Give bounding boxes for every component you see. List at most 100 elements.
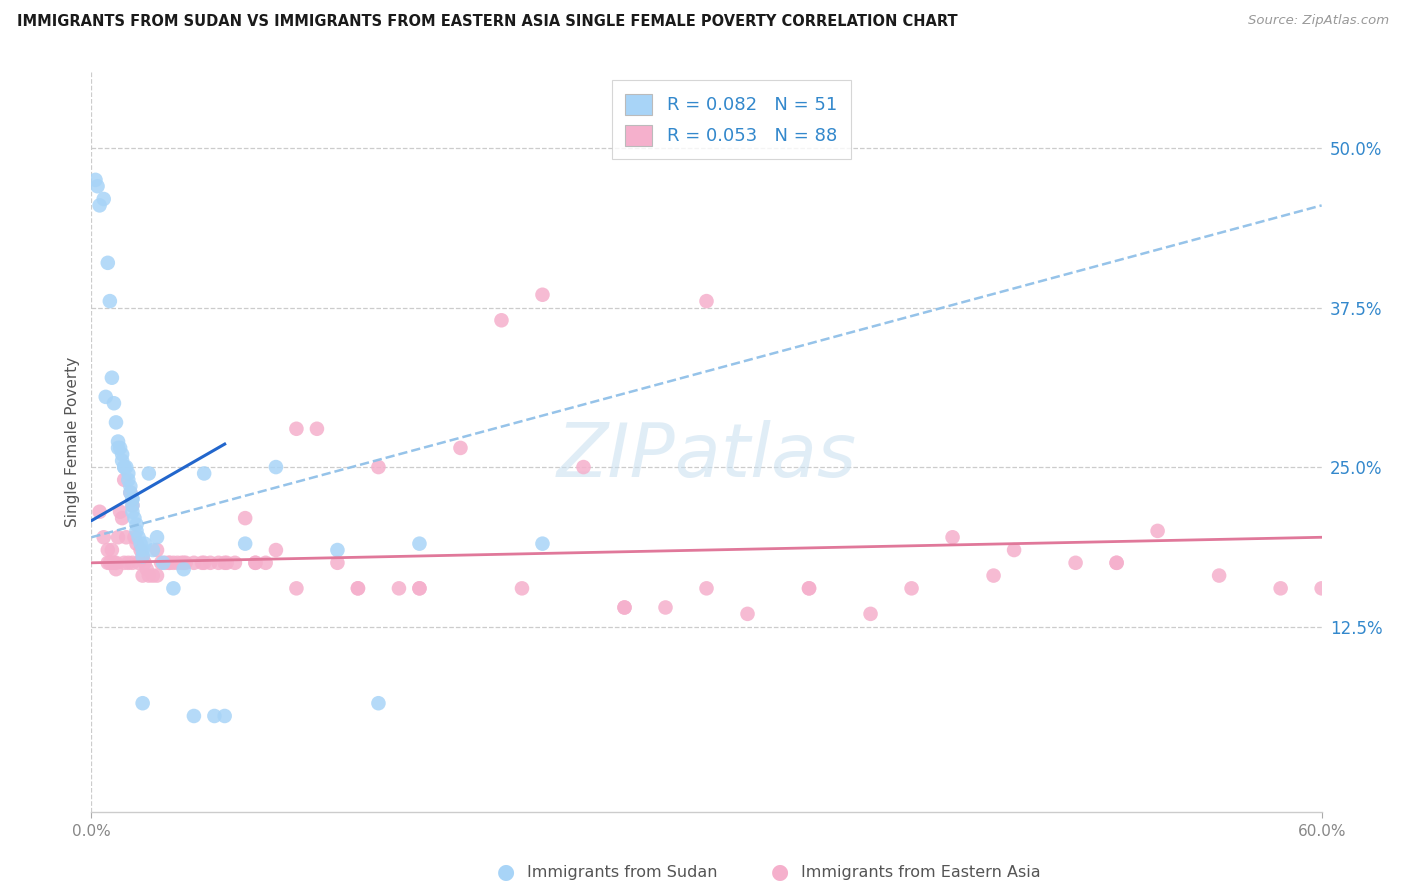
Point (93, 192, 115, 206)
Point (173, 556, 195, 570)
Point (111, 511, 134, 525)
Text: Source: ZipAtlas.com: Source: ZipAtlas.com (1249, 14, 1389, 28)
Point (131, 543, 153, 558)
Point (146, 568, 169, 582)
Point (695, 582, 717, 596)
Point (117, 467, 139, 481)
Point (121, 491, 143, 506)
Point (107, 434, 129, 449)
Point (112, 460, 135, 475)
Point (97, 256, 120, 270)
Point (105, 556, 127, 570)
Point (153, 556, 177, 570)
Point (84, 173, 107, 187)
Point (129, 536, 152, 550)
Point (112, 473, 135, 487)
Point (572, 460, 595, 475)
Point (183, 556, 205, 570)
Point (193, 467, 215, 481)
Point (131, 568, 153, 582)
Point (695, 294, 717, 309)
Point (134, 536, 156, 550)
Point (115, 530, 138, 544)
Point (146, 530, 169, 544)
Point (983, 568, 1005, 582)
Point (305, 422, 328, 436)
Point (162, 556, 184, 570)
Point (131, 549, 153, 564)
Point (1002, 543, 1025, 558)
Point (125, 524, 148, 538)
Y-axis label: Single Female Poverty: Single Female Poverty (65, 357, 80, 526)
Point (613, 600, 636, 615)
Text: ●: ● (498, 863, 515, 882)
Point (347, 582, 370, 596)
Point (1105, 556, 1128, 570)
Point (134, 556, 156, 570)
Point (124, 511, 146, 525)
Point (89, 198, 111, 212)
Point (120, 485, 142, 500)
Point (408, 582, 430, 596)
Point (1064, 556, 1087, 570)
Point (121, 499, 143, 513)
Point (170, 556, 193, 570)
Point (129, 543, 152, 558)
Point (245, 556, 267, 570)
Point (264, 460, 287, 475)
Point (107, 441, 129, 455)
Point (174, 556, 197, 570)
Point (112, 460, 135, 475)
Point (942, 530, 965, 544)
Point (138, 467, 160, 481)
Point (157, 556, 180, 570)
Point (105, 416, 127, 430)
Point (128, 556, 150, 570)
Point (326, 543, 349, 558)
Point (285, 582, 308, 596)
Point (510, 582, 533, 596)
Point (101, 370, 124, 384)
Point (191, 556, 214, 570)
Point (900, 582, 922, 596)
Point (1105, 556, 1128, 570)
Point (1310, 582, 1333, 596)
Point (124, 530, 146, 544)
Point (120, 479, 142, 493)
Point (150, 556, 173, 570)
Point (103, 556, 125, 570)
Point (125, 517, 148, 532)
Point (408, 536, 430, 550)
Point (202, 709, 225, 723)
Point (254, 556, 277, 570)
Point (125, 536, 148, 550)
Point (166, 556, 188, 570)
Point (1146, 524, 1168, 538)
Point (326, 556, 349, 570)
Point (94, 390, 117, 404)
Point (117, 473, 139, 487)
Point (115, 460, 138, 475)
Point (93, 530, 115, 544)
Point (173, 562, 195, 576)
Text: ●: ● (772, 863, 789, 882)
Point (285, 422, 308, 436)
Point (86, 179, 108, 194)
Point (531, 287, 554, 301)
Point (264, 543, 287, 558)
Point (105, 562, 127, 576)
Point (193, 556, 215, 570)
Point (121, 499, 143, 513)
Point (347, 582, 370, 596)
Point (233, 511, 256, 525)
Point (491, 313, 513, 327)
Point (107, 530, 129, 544)
Point (142, 543, 165, 558)
Point (183, 709, 205, 723)
Point (207, 556, 229, 570)
Point (131, 549, 153, 564)
Point (215, 556, 238, 570)
Point (120, 485, 142, 500)
Point (162, 582, 184, 596)
Point (245, 556, 267, 570)
